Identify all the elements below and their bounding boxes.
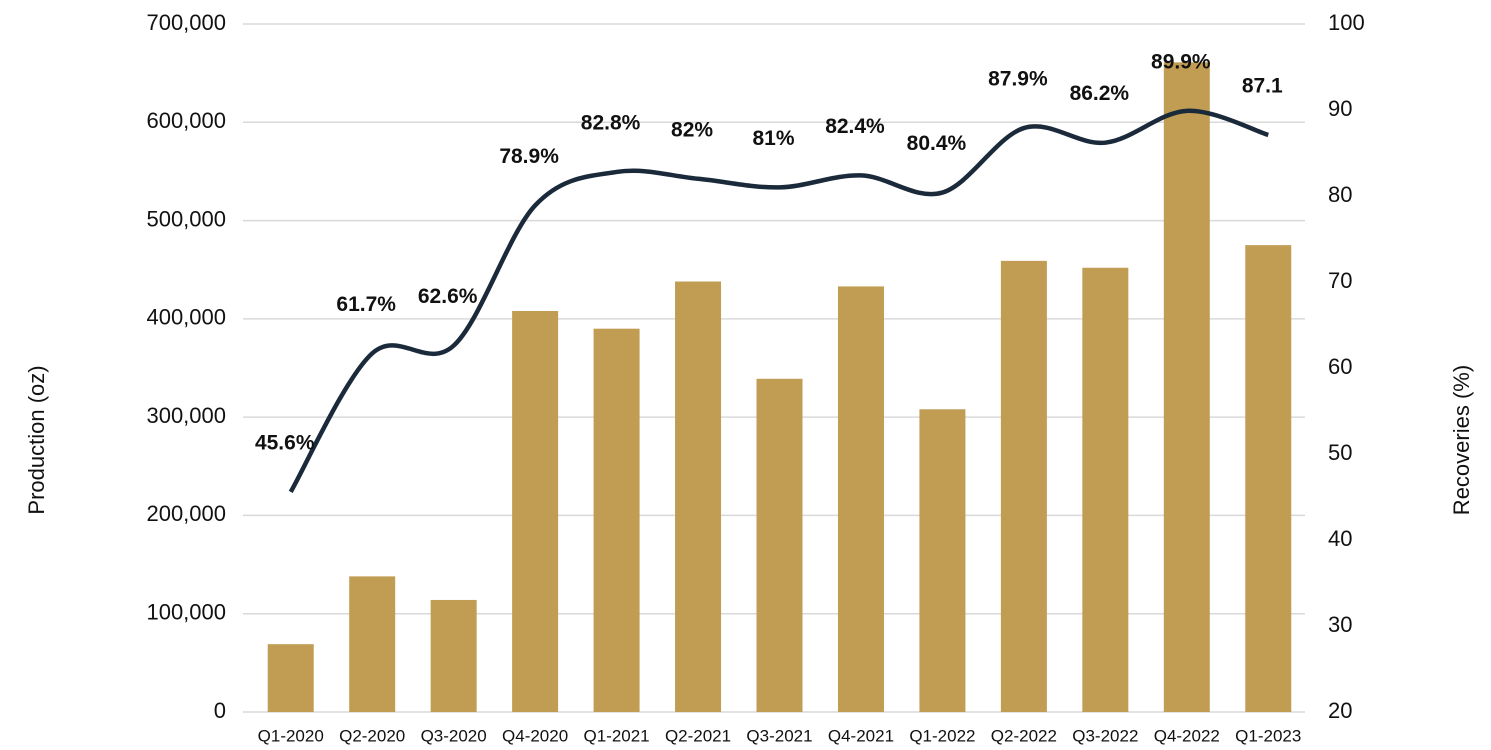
x-tick-label: Q4-2021 — [828, 726, 894, 745]
data-label: 89.9% — [1151, 50, 1211, 73]
data-label: 78.9% — [499, 145, 559, 168]
x-tick-label: Q1-2022 — [909, 726, 975, 745]
y2-tick-label: 70 — [1328, 268, 1352, 293]
x-tick-label: Q2-2021 — [665, 726, 731, 745]
y-tick-label: 300,000 — [146, 403, 226, 428]
data-label: 62.6% — [418, 285, 478, 308]
x-tick-label: Q4-2020 — [502, 726, 568, 745]
y2-tick-label: 100 — [1328, 10, 1365, 35]
x-tick-label: Q1-2021 — [583, 726, 649, 745]
x-tick-label: Q3-2022 — [1072, 726, 1138, 745]
bar — [675, 281, 722, 712]
x-tick-label: Q1-2020 — [258, 726, 324, 745]
data-label: 82.4% — [825, 115, 885, 138]
bar — [1082, 267, 1129, 712]
y2-tick-label: 30 — [1328, 612, 1352, 637]
x-tick-label: Q3-2020 — [421, 726, 487, 745]
y-tick-label: 400,000 — [146, 305, 226, 330]
data-label: 61.7% — [336, 293, 396, 316]
data-label: 82% — [671, 118, 713, 141]
y-tick-label: 0 — [214, 698, 226, 723]
bar — [267, 644, 314, 712]
y2-tick-label: 60 — [1328, 354, 1352, 379]
x-tick-label: Q4-2022 — [1154, 726, 1220, 745]
bar — [593, 328, 640, 712]
y-tick-label: 100,000 — [146, 600, 226, 625]
y2-tick-label: 20 — [1328, 698, 1352, 723]
x-tick-label: Q1-2023 — [1235, 726, 1301, 745]
y2-tick-label: 80 — [1328, 182, 1352, 207]
bar — [1000, 260, 1047, 712]
data-label: 45.6% — [255, 431, 315, 454]
x-tick-label: Q3-2021 — [746, 726, 812, 745]
x-tick-label: Q2-2022 — [991, 726, 1057, 745]
bar — [430, 599, 477, 712]
y2-tick-label: 90 — [1328, 96, 1352, 121]
y2-tick-label: 40 — [1328, 526, 1352, 551]
y-tick-label: 700,000 — [146, 10, 226, 35]
y2-tick-label: 50 — [1328, 440, 1352, 465]
bar — [512, 310, 559, 712]
data-label: 86.2% — [1070, 82, 1130, 105]
y-tick-label: 500,000 — [146, 206, 226, 231]
y-axis-title: Production (oz) — [24, 365, 49, 514]
y-tick-label: 600,000 — [146, 108, 226, 133]
bar — [756, 378, 803, 712]
line — [288, 108, 1269, 493]
data-label: 82.8% — [581, 111, 641, 134]
bar — [919, 409, 966, 712]
bar — [1245, 245, 1292, 712]
bar — [349, 576, 396, 712]
data-label: 81% — [752, 127, 794, 150]
y2-axis-title: Recoveries (%) — [1449, 365, 1474, 515]
data-label: 80.4% — [907, 132, 967, 155]
x-tick-label: Q2-2020 — [339, 726, 405, 745]
data-label: 87.1 — [1242, 74, 1283, 97]
y-tick-label: 200,000 — [146, 501, 226, 526]
bar — [1163, 62, 1210, 713]
data-label: 87.9% — [988, 68, 1048, 91]
bar — [837, 286, 884, 712]
